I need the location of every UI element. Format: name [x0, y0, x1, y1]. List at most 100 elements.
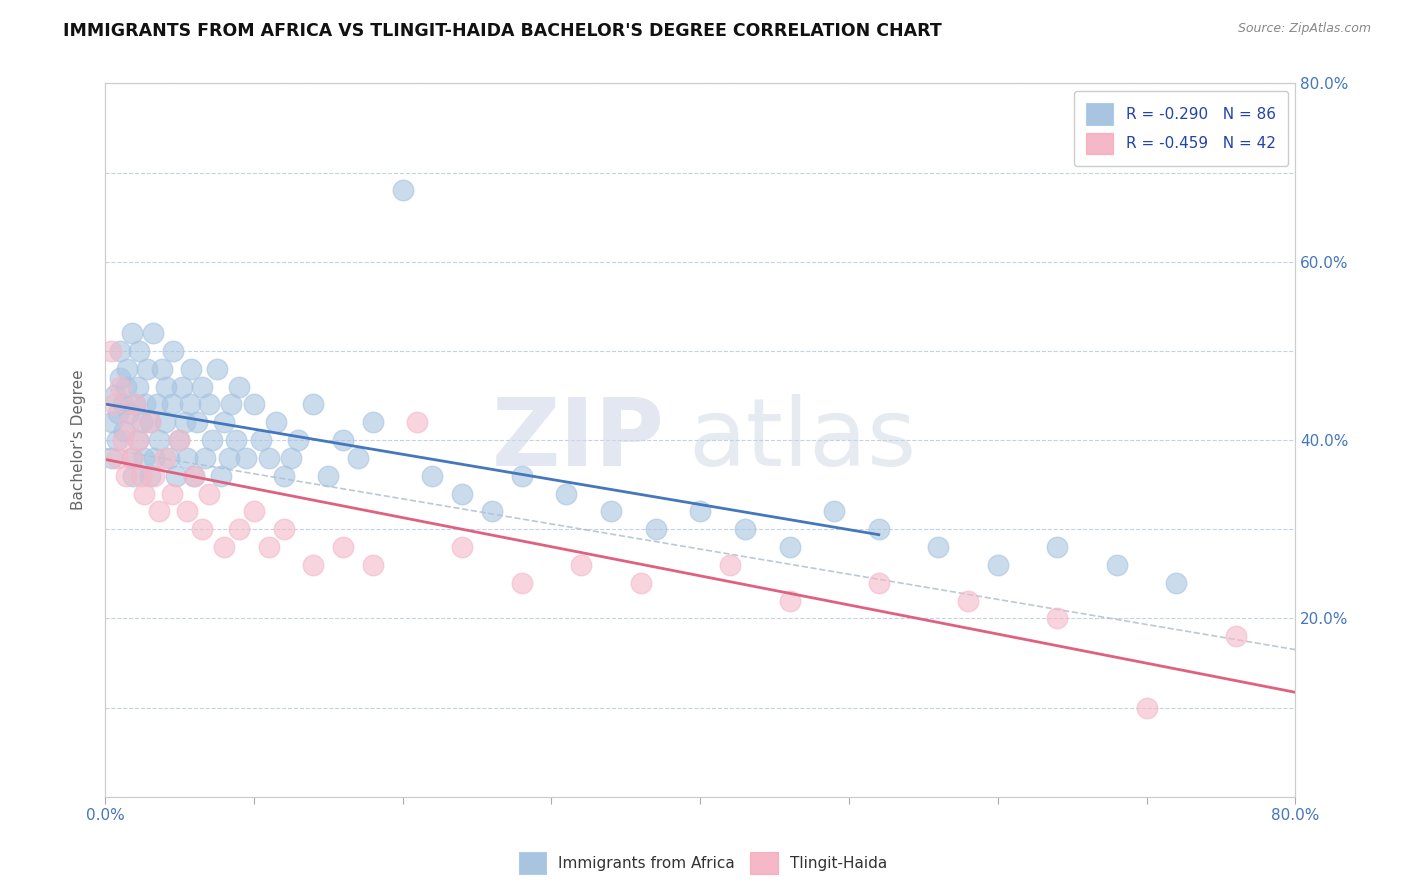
Point [1166, 575, 1188, 590]
Point [209, 468, 232, 483]
Point [148, 504, 170, 518]
Point [117, 361, 139, 376]
Point [127, 379, 149, 393]
Point [131, 415, 153, 429]
Point [1046, 611, 1069, 625]
Point [555, 486, 578, 500]
Point [630, 575, 652, 590]
Point [510, 468, 533, 483]
Point [987, 558, 1010, 572]
Point [451, 486, 474, 500]
Point [779, 540, 801, 554]
Point [112, 424, 135, 438]
Point [114, 468, 136, 483]
Point [132, 486, 155, 500]
Point [243, 504, 266, 518]
Point [121, 450, 143, 465]
Point [264, 415, 287, 429]
Point [718, 558, 741, 572]
Point [221, 397, 243, 411]
Point [779, 593, 801, 607]
Point [225, 433, 247, 447]
Point [302, 558, 325, 572]
Point [569, 558, 592, 572]
Point [143, 468, 166, 483]
Point [190, 522, 212, 536]
Point [127, 433, 149, 447]
Point [143, 450, 166, 465]
Point [124, 397, 146, 411]
Point [176, 450, 198, 465]
Point [198, 397, 221, 411]
Point [198, 486, 221, 500]
Point [146, 397, 169, 411]
Point [243, 397, 266, 411]
Point [218, 450, 240, 465]
Point [132, 450, 155, 465]
Point [153, 450, 176, 465]
Point [101, 415, 124, 429]
Point [183, 468, 205, 483]
Point [124, 397, 146, 411]
Point [118, 406, 141, 420]
Point [142, 326, 165, 340]
Point [186, 415, 208, 429]
Text: atlas: atlas [689, 394, 917, 486]
Point [138, 468, 160, 483]
Point [391, 183, 413, 197]
Point [332, 540, 354, 554]
Point [153, 415, 176, 429]
Point [868, 575, 890, 590]
Point [148, 433, 170, 447]
Point [111, 397, 134, 411]
Point [273, 468, 295, 483]
Point [1046, 540, 1069, 554]
Point [228, 522, 250, 536]
Point [138, 415, 160, 429]
Point [868, 522, 890, 536]
Point [138, 415, 160, 429]
Point [105, 433, 128, 447]
Point [108, 370, 131, 384]
Point [128, 343, 150, 358]
Point [176, 504, 198, 518]
Point [316, 468, 339, 483]
Point [212, 540, 235, 554]
Point [160, 397, 183, 411]
Point [957, 593, 980, 607]
Point [194, 450, 217, 465]
Point [121, 450, 143, 465]
Point [302, 397, 325, 411]
Point [104, 388, 127, 402]
Point [734, 522, 756, 536]
Point [823, 504, 845, 518]
Point [280, 450, 302, 465]
Text: IMMIGRANTS FROM AFRICA VS TLINGIT-HAIDA BACHELOR'S DEGREE CORRELATION CHART: IMMIGRANTS FROM AFRICA VS TLINGIT-HAIDA … [63, 22, 942, 40]
Point [361, 558, 384, 572]
Point [1225, 629, 1247, 643]
Point [135, 361, 157, 376]
Point [169, 433, 191, 447]
Point [160, 486, 183, 500]
Y-axis label: Bachelor's Degree: Bachelor's Degree [72, 370, 86, 510]
Point [183, 468, 205, 483]
Point [157, 450, 180, 465]
Point [100, 343, 122, 358]
Point [347, 450, 370, 465]
Point [1105, 558, 1128, 572]
Point [406, 415, 429, 429]
Point [155, 379, 177, 393]
Point [927, 540, 949, 554]
Point [422, 468, 444, 483]
Point [273, 522, 295, 536]
Point [201, 433, 224, 447]
Point [118, 415, 141, 429]
Point [165, 468, 187, 483]
Point [287, 433, 309, 447]
Point [332, 433, 354, 447]
Point [162, 343, 184, 358]
Point [180, 361, 202, 376]
Point [212, 415, 235, 429]
Point [689, 504, 711, 518]
Point [179, 397, 201, 411]
